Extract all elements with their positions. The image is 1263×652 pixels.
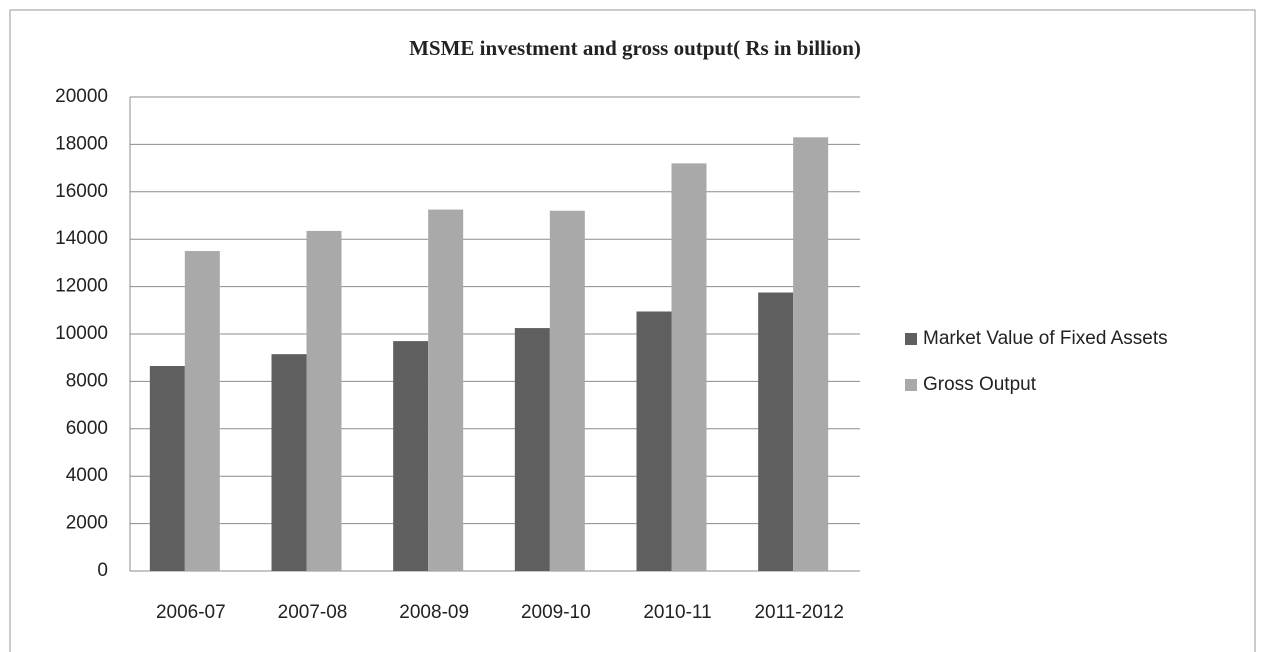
y-tick-label: 18000 — [55, 133, 108, 154]
bar — [149, 365, 185, 571]
y-tick-label: 14000 — [55, 228, 108, 249]
bar — [428, 209, 464, 571]
bar — [271, 354, 307, 571]
bar — [793, 137, 829, 572]
bar — [306, 230, 342, 571]
bar — [549, 210, 585, 571]
y-tick-label: 4000 — [66, 465, 108, 486]
y-tick-label: 2000 — [66, 513, 108, 534]
x-tick-label: 2007-08 — [278, 602, 348, 623]
y-tick-label: 0 — [97, 560, 108, 581]
bar — [758, 292, 794, 571]
bar — [514, 328, 550, 571]
y-tick-label: 20000 — [55, 86, 108, 107]
legend-label: Market Value of Fixed Assets — [923, 328, 1168, 349]
x-tick-label: 2010-11 — [643, 602, 711, 623]
x-tick-label: 2006-07 — [156, 602, 226, 623]
bar — [184, 251, 220, 572]
legend-swatch — [905, 333, 917, 345]
chart-title: MSME investment and gross output( Rs in … — [409, 36, 861, 60]
y-tick-label: 12000 — [55, 276, 108, 297]
x-tick-label: 2009-10 — [521, 602, 591, 623]
x-tick-label: 2008-09 — [399, 602, 469, 623]
legend-swatch — [905, 379, 917, 391]
y-tick-label: 10000 — [55, 323, 108, 344]
y-tick-label: 6000 — [66, 418, 108, 439]
bar — [671, 163, 707, 572]
bar — [393, 341, 429, 571]
y-tick-label: 8000 — [66, 370, 108, 391]
bar — [636, 311, 672, 571]
y-tick-label: 16000 — [55, 181, 108, 202]
x-tick-label: 2011-2012 — [754, 602, 843, 623]
legend-label: Gross Output — [923, 374, 1037, 395]
